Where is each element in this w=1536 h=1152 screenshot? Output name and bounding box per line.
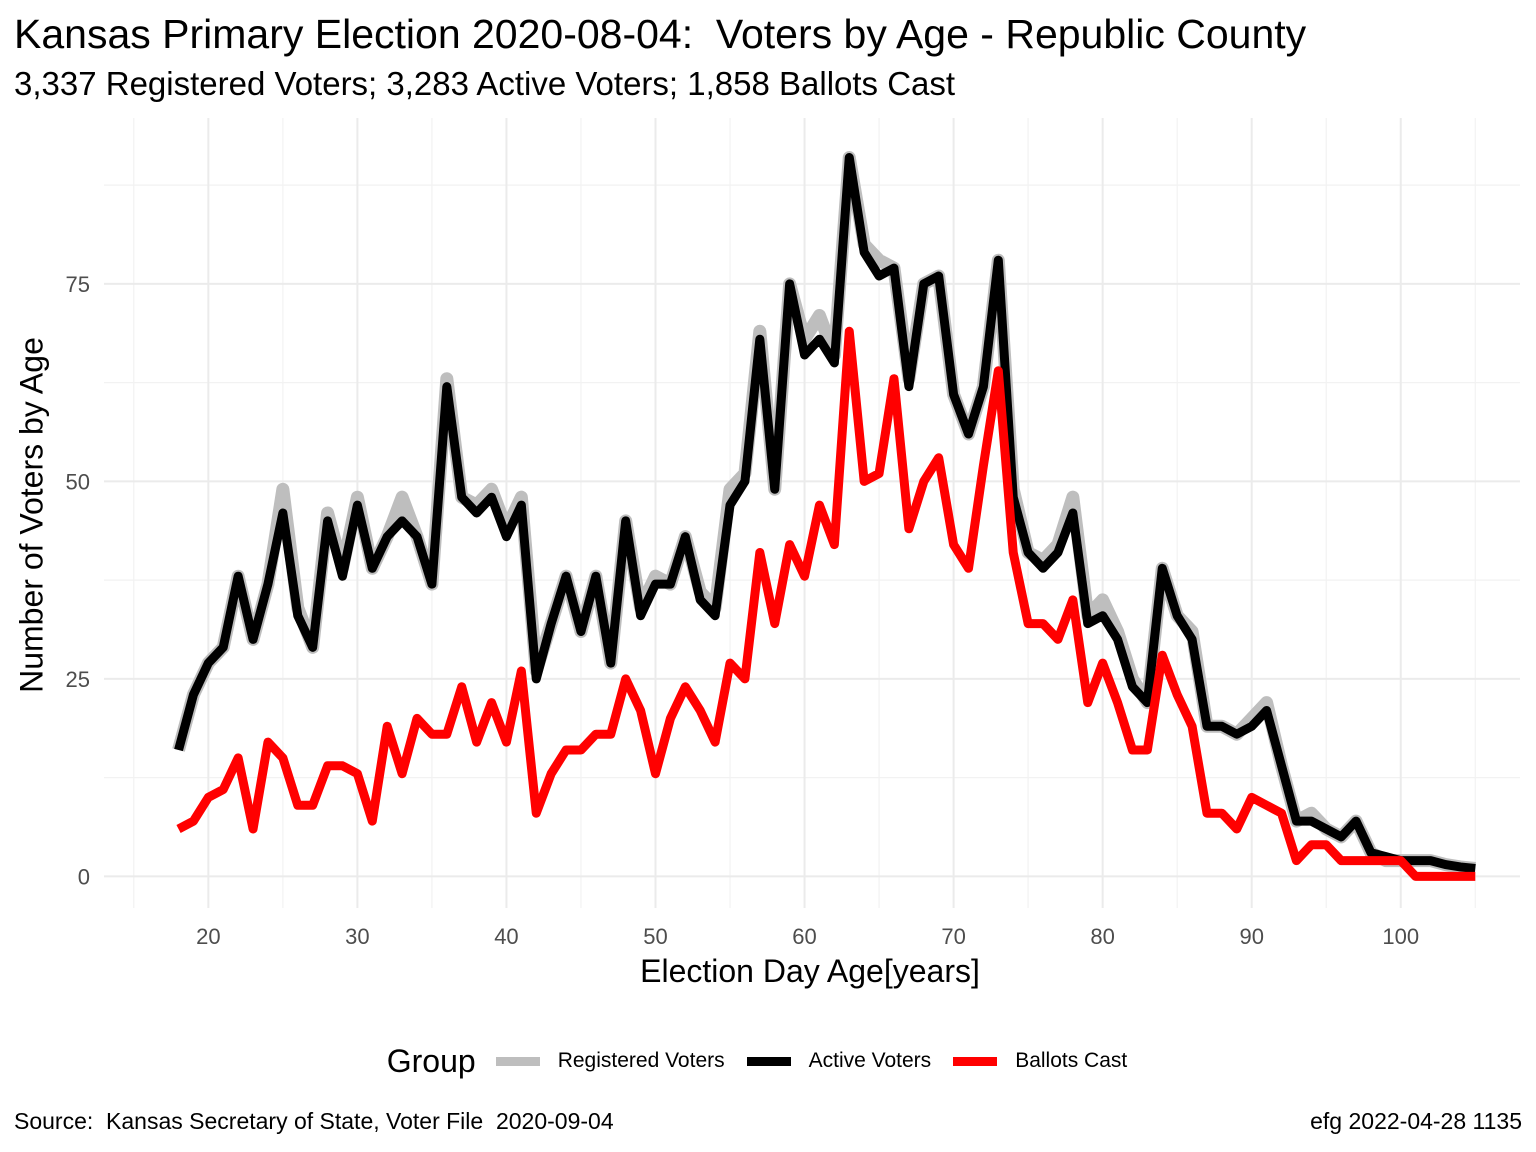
legend-label-ballots: Ballots Cast [1015, 1049, 1128, 1072]
legend-item-ballots: Ballots Cast [953, 1049, 1127, 1073]
legend-title: Group [386, 1042, 476, 1079]
tick-labels: 20 30 40 50 60 70 80 90 100 0 25 50 75 [66, 272, 1420, 949]
y-tick-label: 0 [78, 864, 90, 889]
x-tick-label: 70 [941, 924, 965, 949]
x-tick-label: 60 [792, 924, 816, 949]
legend-key-active [746, 1056, 791, 1066]
legend-label-registered: Registered Voters [557, 1049, 725, 1072]
chart-subtitle: 3,337 Registered Voters; 3,283 Active Vo… [14, 65, 956, 102]
legend-label-active: Active Voters [808, 1049, 932, 1072]
ballots-cast-line [176, 326, 1476, 881]
x-tick-label: 20 [196, 924, 220, 949]
legend: Group Registered Voters Active Voters Ba… [0, 1036, 1536, 1086]
x-tick-label: 40 [494, 924, 518, 949]
legend-key-registered [495, 1056, 540, 1066]
author-caption: efg 2022-04-28 1135 [1310, 1108, 1522, 1134]
registered-voters-line [172, 151, 1476, 875]
x-tick-label: 100 [1382, 924, 1419, 949]
x-tick-label: 50 [643, 924, 667, 949]
legend-item-active: Active Voters [746, 1049, 932, 1073]
chart-title: Kansas Primary Election 2020-08-04: Vote… [14, 11, 1307, 57]
active-voters-line [174, 153, 1476, 873]
legend-key-ballots [953, 1056, 998, 1066]
source-caption: Source: Kansas Secretary of State, Voter… [14, 1108, 614, 1134]
y-tick-label: 25 [66, 667, 90, 692]
x-axis-label: Election Day Age[years] [640, 953, 980, 989]
y-axis-label: Number of Voters by Age [13, 337, 50, 693]
y-tick-label: 75 [66, 272, 90, 297]
y-tick-label: 50 [66, 469, 90, 494]
x-tick-label: 90 [1239, 924, 1263, 949]
x-tick-label: 30 [345, 924, 369, 949]
series-lines [172, 151, 1476, 881]
x-tick-label: 80 [1090, 924, 1114, 949]
legend-item-registered: Registered Voters [495, 1049, 725, 1073]
